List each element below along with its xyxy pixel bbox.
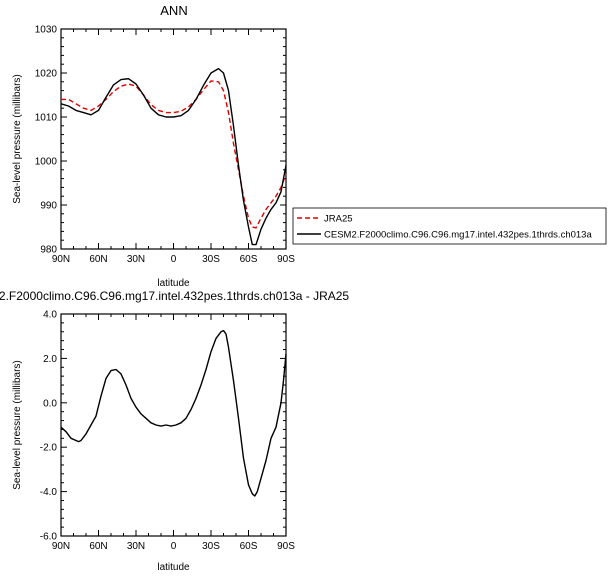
x-tick-label: 0: [171, 254, 177, 265]
y-axis-label: Sea-level pressure (millibars): [12, 74, 23, 203]
x-tick-label: 90S: [277, 541, 295, 552]
x-tick-label: 60N: [89, 254, 107, 265]
x-tick-label: 60S: [240, 254, 258, 265]
y-tick-label: 4.0: [43, 310, 57, 321]
x-tick-label: 60S: [240, 541, 258, 552]
x-tick-label: 30N: [127, 254, 145, 265]
x-axis-label: latitude: [157, 562, 190, 573]
plot-frame: [60, 28, 287, 250]
x-tick-label: 0: [171, 541, 177, 552]
top-panel: ANN 90N 60N 30N 0 30S 60S 90S 1030 1020 1010 1000 99…: [12, 3, 295, 289]
bottom-panel: 2.F2000climo.C96.C96.mg17.intel.432pes.1…: [0, 289, 349, 573]
y-axis-label: Sea-level pressure (millibars): [12, 360, 23, 489]
y-tick-label: 1000: [35, 157, 58, 168]
x-tick-label: 90S: [277, 254, 295, 265]
y-tick-label: 980: [40, 245, 57, 256]
legend-label: JRA25: [324, 214, 353, 225]
x-tick-label: 30S: [202, 541, 220, 552]
y-tick-label: 1010: [35, 113, 58, 124]
chart-title: ANN: [160, 3, 187, 18]
y-tick-label: 0.0: [43, 398, 57, 409]
chart-title: 2.F2000climo.C96.C96.mg17.intel.432pes.1…: [0, 289, 349, 303]
legend-box: [292, 207, 607, 245]
series-line-0-1: [60, 67, 287, 246]
series-line-0-0: [61, 80, 287, 229]
y-tick-label: -6.0: [40, 532, 58, 543]
legend: JRA25 CESM2.F2000climo.C96.C96.mg17.intel…: [292, 207, 607, 245]
x-axis-label: latitude: [157, 278, 190, 289]
x-tick-label: 60N: [89, 541, 107, 552]
y-tick-label: -4.0: [40, 487, 58, 498]
y-tick-label: 1030: [35, 25, 58, 36]
legend-label: CESM2.F2000climo.C96.C96.mg17.intel.432p…: [324, 230, 592, 241]
x-tick-label: 30N: [127, 541, 145, 552]
series-line-1-0: [60, 329, 287, 497]
x-tick-label: 90N: [52, 541, 70, 552]
y-tick-label: 2.0: [43, 354, 57, 365]
y-tick-label: -2.0: [40, 443, 58, 454]
x-tick-label: 30S: [202, 254, 220, 265]
y-tick-label: 990: [40, 201, 57, 212]
x-tick-label: 90N: [52, 254, 70, 265]
y-tick-label: 1020: [35, 69, 58, 80]
